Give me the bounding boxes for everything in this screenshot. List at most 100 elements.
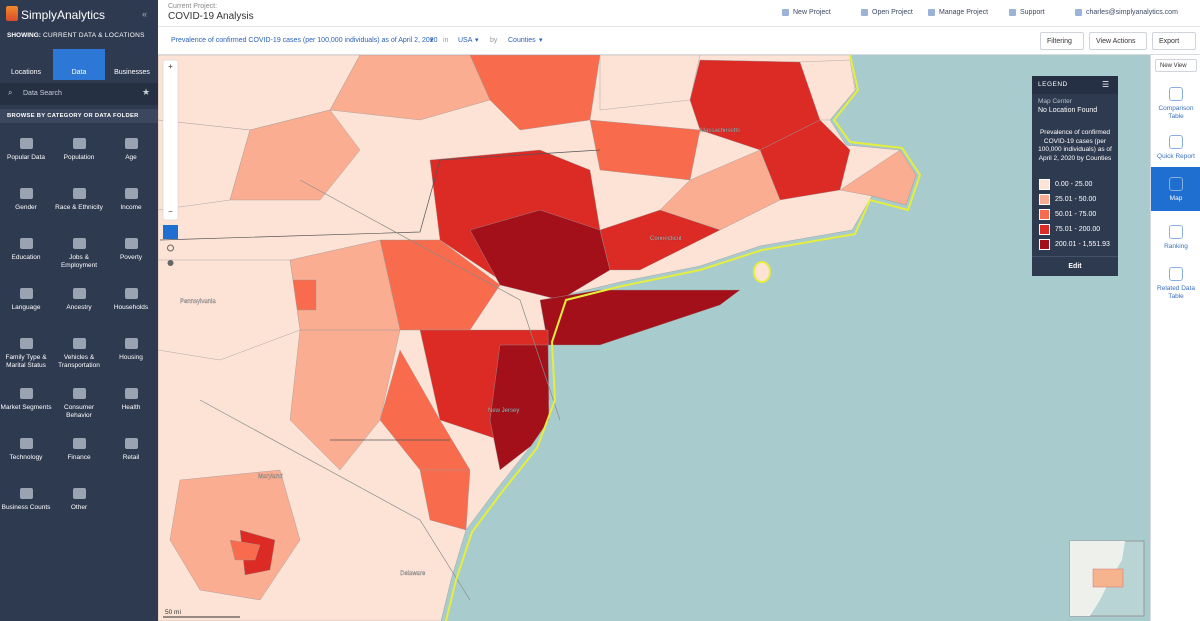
- county-region[interactable]: [329, 55, 491, 121]
- collapse[interactable]: «: [142, 9, 148, 19]
- category[interactable]: Jobs & Employment: [52, 238, 106, 270]
- search-placeholder: Data Search: [23, 90, 62, 97]
- toolbar-button[interactable]: Filtering: [1040, 32, 1084, 50]
- menu-item[interactable]: Support: [1020, 9, 1045, 16]
- favorites[interactable]: ★: [142, 87, 151, 97]
- sidebar-tab[interactable]: Locations: [11, 69, 41, 76]
- category[interactable]: Age: [104, 138, 158, 162]
- category-icon: [72, 138, 86, 149]
- category[interactable]: Business Counts: [0, 488, 53, 512]
- category[interactable]: Popular Data: [0, 138, 53, 162]
- category[interactable]: Vehicles & Transportation: [52, 338, 106, 370]
- toolbar-button[interactable]: Export: [1152, 32, 1196, 50]
- category-icon: [72, 238, 86, 249]
- county-region[interactable]: [229, 109, 361, 201]
- category[interactable]: Race & Ethnicity: [52, 188, 106, 212]
- toolbar-button[interactable]: View Actions: [1089, 32, 1147, 50]
- category[interactable]: Finance: [52, 438, 106, 462]
- category[interactable]: Ancestry: [52, 288, 106, 312]
- category-icon: [124, 438, 138, 449]
- panel-label: Ranking: [1164, 243, 1188, 250]
- panel-label: Map: [1169, 195, 1183, 202]
- county-region[interactable]: [599, 209, 721, 271]
- menu-item[interactable]: Open Project: [872, 9, 913, 16]
- county-region[interactable]: [489, 344, 550, 471]
- sidebar-tab[interactable]: Data: [53, 49, 105, 80]
- pan-tool[interactable]: [163, 225, 178, 239]
- logo[interactable]: SimplyAnalytics: [21, 8, 106, 22]
- category-icon: [124, 238, 138, 249]
- category[interactable]: Technology: [0, 438, 53, 462]
- road: [299, 179, 561, 421]
- search-box[interactable]: Data Search ⌕ ★: [0, 83, 158, 105]
- category[interactable]: Health: [104, 388, 158, 412]
- panel-icon: [1169, 135, 1183, 149]
- legend-swatch: [1039, 224, 1050, 235]
- category[interactable]: Consumer Behavior: [52, 388, 106, 420]
- logo-icon: [6, 6, 18, 21]
- menu-item[interactable]: Manage Project: [939, 9, 989, 16]
- variable-dropdown[interactable]: Prevalence of confirmed COVID-19 cases (…: [171, 37, 438, 44]
- category[interactable]: Poverty: [104, 238, 158, 262]
- legend-label: 75.01 - 200.00: [1055, 226, 1101, 233]
- map[interactable]: Massachusetts Connecticut New Jersey Pennsy…: [158, 55, 1150, 621]
- category[interactable]: Population: [52, 138, 106, 162]
- county-region[interactable]: [419, 469, 471, 531]
- menu-icon: [1009, 9, 1016, 16]
- new-view[interactable]: New View: [1155, 59, 1197, 72]
- category-label: Race & Ethnicity: [55, 204, 103, 211]
- category[interactable]: Market Segments: [0, 388, 53, 412]
- category[interactable]: Housing: [104, 338, 158, 362]
- panel-item[interactable]: Ranking: [1151, 223, 1200, 263]
- project-name: COVID-19 Analysis: [168, 11, 254, 22]
- category[interactable]: Other: [52, 488, 106, 512]
- category-label: Technology: [9, 454, 43, 461]
- info-tool[interactable]: [167, 260, 174, 266]
- category[interactable]: Language: [0, 288, 53, 312]
- location-dropdown[interactable]: USA: [458, 37, 473, 44]
- category-icon: [72, 488, 86, 499]
- category[interactable]: Gender: [0, 188, 53, 212]
- menu-item[interactable]: charles@simplyanalytics.com: [1086, 9, 1178, 16]
- county-region[interactable]: [799, 59, 856, 121]
- category-label: Vehicles & Transportation: [58, 354, 100, 369]
- panel-icon: [1169, 177, 1183, 191]
- category[interactable]: Education: [0, 238, 53, 262]
- sidebar-tab[interactable]: Businesses: [114, 69, 150, 76]
- map-label: Maryland: [258, 474, 283, 480]
- legend-swatch: [1039, 209, 1050, 220]
- county-region[interactable]: [839, 149, 917, 206]
- menu-item[interactable]: New Project: [793, 9, 831, 16]
- zoom-tool[interactable]: [167, 244, 174, 252]
- panel-icon: [1169, 267, 1183, 281]
- category[interactable]: Income: [104, 188, 158, 212]
- category-label: Ancestry: [66, 304, 92, 311]
- zoom-in[interactable]: +: [168, 62, 173, 71]
- county-region[interactable]: [469, 55, 601, 131]
- panel-item[interactable]: Related Data Table: [1151, 265, 1200, 305]
- category-icon: [19, 388, 33, 399]
- panel-item[interactable]: Comparison Table: [1151, 85, 1200, 125]
- category[interactable]: Retail: [104, 438, 158, 462]
- legend-edit[interactable]: Edit: [1032, 256, 1118, 276]
- island: [753, 261, 771, 283]
- legend-menu[interactable]: ☰: [1102, 80, 1110, 89]
- unit-dropdown[interactable]: Counties: [508, 37, 536, 44]
- coast-highlight: [445, 55, 922, 621]
- scale-label: 50 mi: [165, 609, 181, 616]
- county-region[interactable]: [229, 539, 261, 561]
- category[interactable]: Households: [104, 288, 158, 312]
- category-label: Retail: [122, 454, 140, 461]
- category-label: Consumer Behavior: [64, 404, 94, 419]
- panel-item[interactable]: Quick Report: [1151, 133, 1200, 173]
- caret: ▾: [430, 37, 434, 44]
- category[interactable]: Family Type & Marital Status: [0, 338, 53, 370]
- panel-item[interactable]: Map: [1151, 167, 1200, 211]
- county-region[interactable]: [659, 149, 781, 231]
- category-icon: [72, 438, 86, 449]
- showing-value[interactable]: CURRENT DATA & LOCATIONS: [43, 32, 145, 39]
- zoom-out[interactable]: −: [168, 207, 173, 216]
- county-region[interactable]: [158, 259, 301, 361]
- zoom-slider[interactable]: [162, 59, 179, 221]
